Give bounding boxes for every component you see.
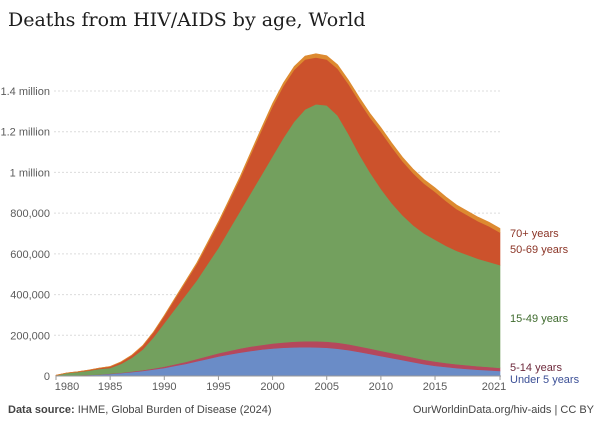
chart-title: Deaths from HIV/AIDS by age, World <box>8 9 366 31</box>
series-label: 70+ years <box>510 228 559 240</box>
series-label: 15-49 years <box>510 313 569 325</box>
x-tick-label: 2015 <box>423 381 447 393</box>
x-tick-label: 1995 <box>206 381 230 393</box>
data-source: Data source: IHME, Global Burden of Dise… <box>8 404 272 416</box>
x-tick-label: 1980 <box>55 381 79 393</box>
y-tick-label: 400,000 <box>10 290 50 302</box>
y-tick-label: 1.2 million <box>0 127 50 139</box>
x-tick-label: 2000 <box>260 381 284 393</box>
series-label: 50-69 years <box>510 244 569 256</box>
y-tick-label: 600,000 <box>10 249 50 261</box>
y-tick-label: 200,000 <box>10 330 50 342</box>
y-tick-label: 1 million <box>10 167 50 179</box>
area-70-years[interactable] <box>55 53 501 376</box>
y-tick-label: 0 <box>44 371 50 383</box>
data-source-text: IHME, Global Burden of Disease (2024) <box>78 404 272 416</box>
credit-link[interactable]: OurWorldinData.org/hiv-aids | CC BY <box>413 404 595 416</box>
x-tick-label: 1985 <box>98 381 122 393</box>
series-label: 5-14 years <box>510 362 562 374</box>
y-tick-label: 800,000 <box>10 208 50 220</box>
series-label: Under 5 years <box>510 374 580 386</box>
data-source-label: Data source: <box>8 404 75 416</box>
y-tick-label: 1.4 million <box>0 86 50 98</box>
x-tick-label: 1990 <box>152 381 176 393</box>
x-tick-label: 2005 <box>314 381 338 393</box>
x-tick-label: 2021 <box>482 381 506 393</box>
x-tick-label: 2010 <box>369 381 393 393</box>
